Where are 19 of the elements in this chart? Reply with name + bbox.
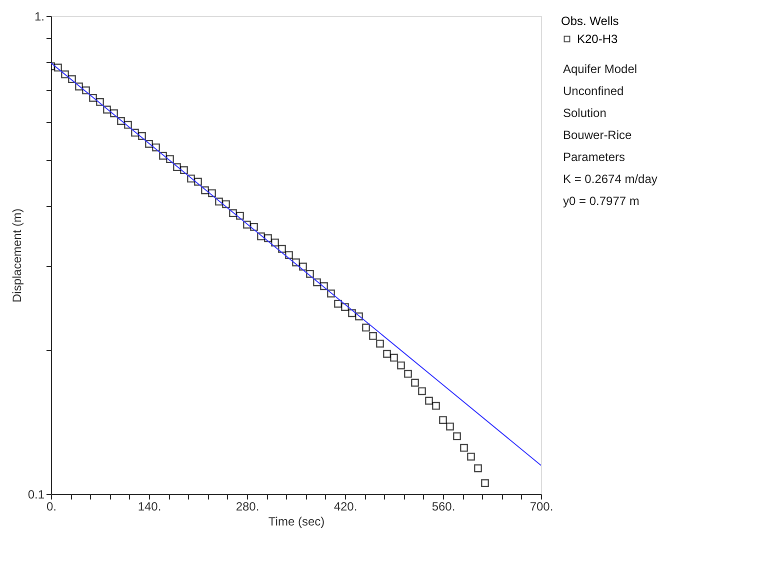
text: y0 = 0.7977 m bbox=[563, 194, 640, 208]
x-tick-label: 560. bbox=[432, 500, 456, 514]
x-tick-label: 700. bbox=[530, 500, 554, 514]
text: Aquifer Model bbox=[563, 62, 638, 76]
x-tick-label: 140. bbox=[138, 500, 162, 514]
legend-label: K20-H3 bbox=[577, 32, 618, 46]
y-tick-label: 0.1 bbox=[28, 488, 45, 502]
text: K = 0.2674 m/day bbox=[563, 172, 658, 186]
x-tick-label: 420. bbox=[334, 500, 358, 514]
y-tick-label: 1. bbox=[34, 10, 44, 24]
text: Bouwer-Rice bbox=[563, 128, 632, 142]
x-axis-title: Time (sec) bbox=[268, 514, 325, 528]
text: Unconfined bbox=[563, 84, 624, 98]
text: Parameters bbox=[563, 150, 626, 164]
legend-title: Obs. Wells bbox=[561, 14, 619, 28]
text: Solution bbox=[563, 106, 606, 120]
y-axis-title: Displacement (m) bbox=[10, 208, 24, 303]
x-tick-label: 280. bbox=[236, 500, 260, 514]
x-tick-label: 0. bbox=[46, 500, 57, 514]
